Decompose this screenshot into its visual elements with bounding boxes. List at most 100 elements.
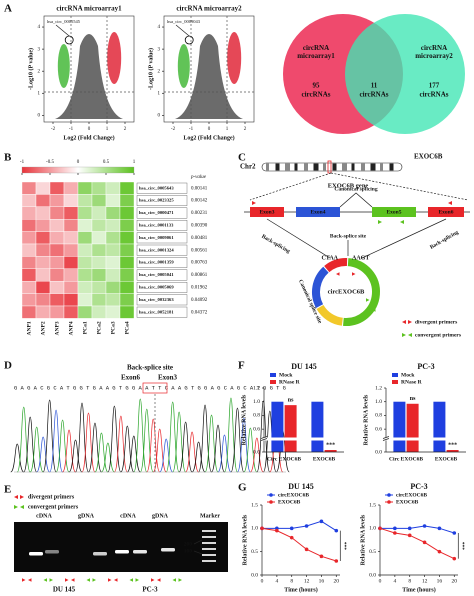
axis-break-gap (261, 437, 345, 441)
cell-label: PC-3 (142, 586, 158, 594)
x-tick-label: 1 (226, 127, 229, 132)
heatmap-cell (63, 268, 79, 282)
point (452, 556, 457, 561)
ladder-band (202, 560, 216, 562)
heatmap-cell (91, 268, 107, 282)
x-tick-label: -2 (51, 127, 56, 132)
y-tick-label: 0.0 (369, 572, 376, 578)
panel-label: G (238, 482, 247, 494)
canonical-label: Canonical splicing (334, 186, 377, 192)
heatmap-cell (63, 181, 79, 195)
back-splice-site-label: Back-splice site (330, 233, 367, 239)
trace-peak (243, 427, 258, 473)
heatmap-cell (63, 256, 79, 269)
heatmap-cell (119, 256, 135, 269)
heatmap-cell (105, 243, 121, 257)
bar (446, 450, 459, 452)
heatmap-cell (49, 243, 65, 257)
trace-peak (250, 437, 264, 473)
heatmap-cell (49, 218, 65, 232)
x-tick-label: 0 (88, 127, 91, 132)
heatmap-cell (77, 305, 93, 319)
x-tick-label: 4 (275, 578, 278, 584)
y-tick-label: 3 (38, 47, 41, 52)
significance-label: *** (326, 442, 335, 448)
circ-segment (316, 304, 344, 326)
chromosome-band (266, 163, 269, 171)
trace-peak (114, 415, 128, 473)
highlight-pointer (55, 24, 70, 37)
panel-label: D (4, 360, 12, 372)
back-splicing-label: Back-splicing (429, 230, 460, 251)
highlight-pointer (175, 24, 190, 37)
significance-label: *** (459, 542, 465, 551)
heatmap-cell (35, 305, 51, 319)
marker-pointer (193, 539, 203, 545)
point (452, 531, 457, 535)
heatmap-cell (63, 218, 79, 232)
venn-count: 11 (371, 82, 378, 90)
heatmap-cell (119, 194, 135, 207)
series-line (379, 527, 455, 560)
y-tick-label: 1.2 (375, 385, 382, 391)
trace-peak (230, 407, 245, 473)
colorbar-tick-label: 0 (77, 160, 80, 165)
heatmap-cell (77, 268, 93, 282)
exon (428, 207, 464, 217)
heatmap-cell (35, 181, 51, 195)
trace-peak (178, 421, 193, 473)
heatmap-cell (63, 194, 79, 207)
y-tick-label: 1.0 (375, 399, 382, 405)
chromosome-label: Chr2 (240, 163, 256, 171)
trace-peak (139, 408, 154, 473)
trace-peak (62, 429, 76, 473)
point (437, 526, 442, 531)
y-tick-label: 1 (158, 91, 161, 96)
primer-arrow (49, 578, 53, 582)
venn-set-label: circRNA microarray2 (415, 44, 453, 60)
y-tick-label: 0.6 (253, 426, 260, 432)
heatmap-cell (119, 218, 135, 232)
panel-label: C (238, 152, 246, 164)
x-axis-label: Log2 (Fold Change) (183, 134, 234, 141)
primer-arrow (129, 578, 133, 582)
sequence: GAGACGCATGGTGAAGTGGAATTCAAGTGGAGCAGCATGG… (14, 384, 286, 391)
gel-band (29, 552, 43, 556)
gel-band (133, 550, 147, 554)
row-label-box (136, 282, 188, 293)
primer-arrow (22, 578, 26, 582)
legend-swatch (392, 380, 398, 384)
series-line (380, 525, 455, 534)
heatmap-cell (35, 231, 51, 245)
p-value: 0.00231 (191, 211, 208, 216)
circ-segment (324, 258, 348, 273)
trace-peak (211, 424, 225, 473)
volcano-cloud (175, 34, 243, 119)
legend-swatch (270, 373, 276, 377)
legend-swatch (270, 380, 276, 384)
significance-label: *** (341, 542, 347, 551)
colorbar (21, 166, 135, 174)
trace-peak (68, 439, 83, 473)
row-label: hsa_circ_0001133 (139, 222, 174, 227)
p-value: 0.04372 (191, 310, 208, 315)
column-label: PCa2 (96, 321, 102, 334)
point (319, 519, 324, 524)
back-splice-arrow (361, 218, 447, 259)
point (393, 531, 397, 535)
heatmap-cell (91, 305, 107, 319)
x-axis-label: Time (hours) (284, 586, 317, 593)
exon (372, 207, 416, 217)
x-tick-label: Circ EXOC6B (267, 456, 301, 462)
up-cloud (107, 32, 122, 84)
row-label: hsa_circ_0001324 (139, 247, 174, 252)
point (334, 528, 339, 533)
row-label: hsa_circ_0000471 (139, 210, 174, 215)
point (334, 559, 339, 563)
row-label-box (136, 207, 188, 219)
trace-peak (23, 416, 38, 473)
exon-left: Exon6 (121, 374, 141, 382)
venn-count: 177 (429, 82, 440, 90)
gel (14, 522, 228, 572)
gel-band (115, 550, 129, 554)
